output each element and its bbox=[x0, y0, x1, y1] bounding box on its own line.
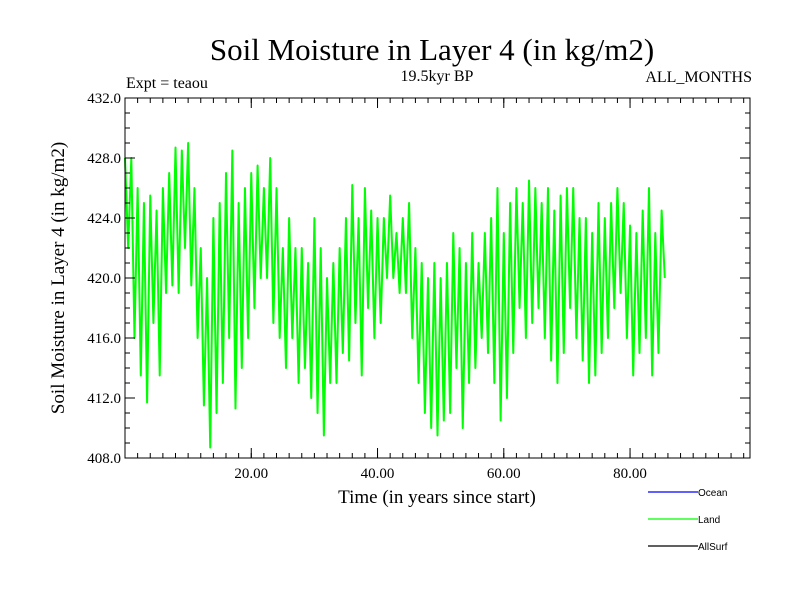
months-label: ALL_MONTHS bbox=[645, 69, 752, 86]
legend: Ocean Land AllSurf bbox=[648, 488, 728, 553]
legend-item-ocean: Ocean bbox=[648, 488, 727, 499]
legend-item-allsurf: AllSurf bbox=[648, 542, 728, 553]
y-tick-label: 432.0 bbox=[87, 91, 121, 107]
y-axis-label: Soil Moisture in Layer 4 (in kg/m2) bbox=[48, 142, 69, 414]
plot-area bbox=[124, 97, 751, 459]
major-ticks bbox=[125, 97, 750, 459]
y-tick-labels: 408.0 412.0 416.0 420.0 424.0 428.0 432.… bbox=[87, 91, 121, 467]
y-tick-label: 408.0 bbox=[87, 451, 121, 467]
x-axis-label: Time (in years since start) bbox=[338, 487, 536, 508]
legend-label-allsurf: AllSurf bbox=[698, 542, 728, 553]
legend-item-land: Land bbox=[648, 515, 720, 526]
x-tick-label: 80.00 bbox=[613, 466, 647, 482]
experiment-label: Expt = teaou bbox=[126, 75, 208, 92]
y-tick-label: 412.0 bbox=[87, 391, 121, 407]
x-tick-label: 60.00 bbox=[487, 466, 521, 482]
chart-title: Soil Moisture in Layer 4 (in kg/m2) bbox=[210, 32, 654, 67]
y-tick-label: 416.0 bbox=[87, 331, 121, 347]
y-tick-label: 424.0 bbox=[87, 211, 121, 227]
x-tick-label: 20.00 bbox=[234, 466, 268, 482]
y-tick-label: 420.0 bbox=[87, 271, 121, 287]
series-layer bbox=[124, 142, 666, 449]
chart-subtitle: 19.5kyr BP bbox=[401, 68, 474, 85]
y-tick-label: 428.0 bbox=[87, 151, 121, 167]
x-tick-labels: 20.00 40.00 60.00 80.00 bbox=[234, 466, 647, 482]
x-tick-label: 40.00 bbox=[361, 466, 395, 482]
legend-label-ocean: Ocean bbox=[698, 488, 727, 499]
legend-label-land: Land bbox=[698, 515, 720, 526]
series-line-land bbox=[124, 142, 666, 449]
